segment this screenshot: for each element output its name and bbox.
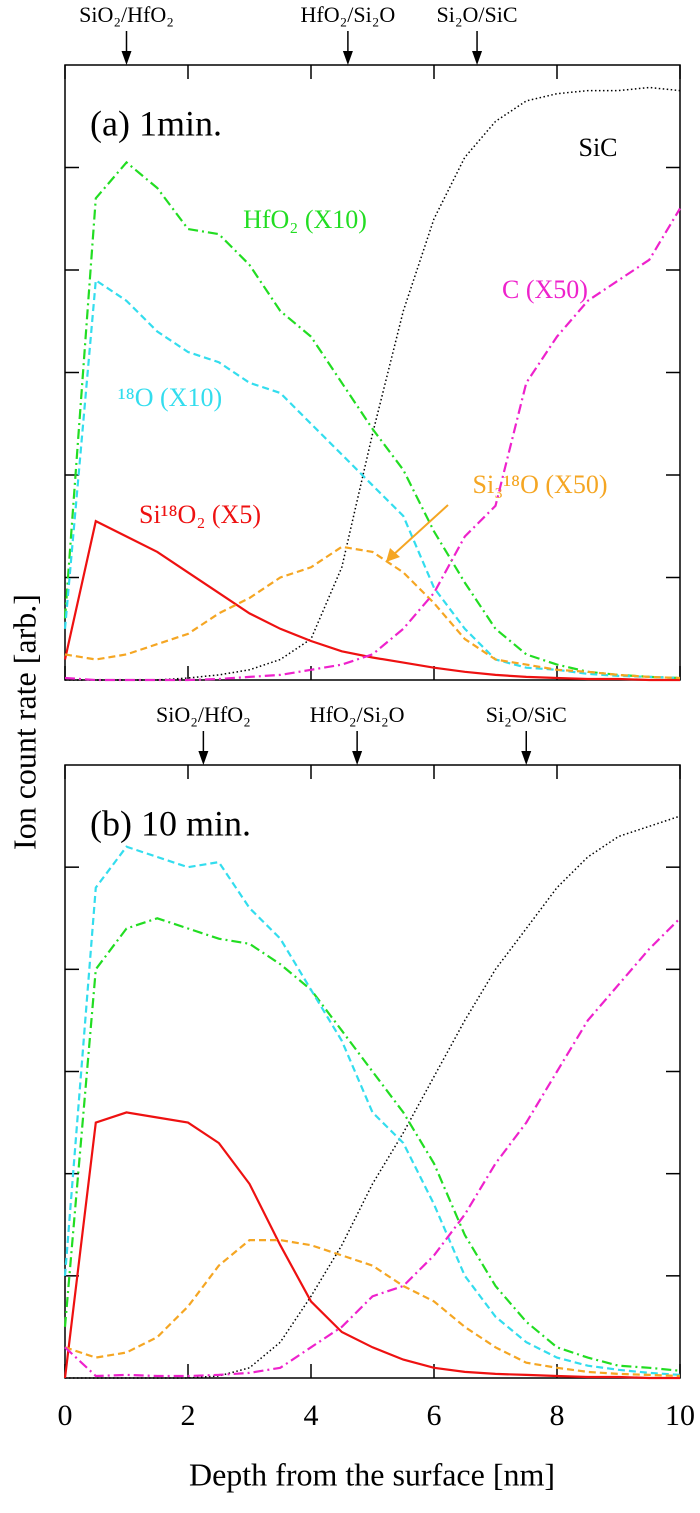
interface-label: SiO₂/HfO₂ — [156, 702, 251, 727]
series-label: HfO₂ (X10) — [243, 205, 367, 234]
arrow-head — [521, 751, 532, 765]
series-line — [63, 160, 681, 680]
interface-label: HfO₂/Si₂O — [310, 702, 405, 727]
x-tick-label: 2 — [181, 1399, 196, 1432]
arrow-head — [352, 751, 363, 765]
x-tick-label: 6 — [427, 1399, 442, 1432]
interface-label: Si₂O/SiC — [437, 2, 518, 27]
series-label: SiC — [578, 133, 617, 162]
arrow-head — [121, 51, 132, 65]
arrow-head — [342, 51, 353, 65]
arrow-head — [198, 751, 209, 765]
series-label: ¹⁸O (X10) — [118, 383, 222, 412]
series-line — [64, 545, 681, 680]
series-line — [63, 519, 680, 682]
y-axis-label: Ion count rate [arb.] — [6, 594, 42, 850]
series-line — [65, 86, 681, 681]
series-label: C (X50) — [502, 275, 588, 304]
panel-title: (b) 10 min. — [90, 803, 251, 843]
x-tick-label: 4 — [304, 1399, 319, 1432]
panel-title: (a) 1min. — [90, 103, 222, 143]
series-label: Si₃¹⁸O (X50) — [473, 470, 608, 499]
series-line — [64, 207, 681, 682]
arrow-head — [386, 548, 400, 562]
series-line — [64, 917, 681, 1378]
x-axis-label: Depth from the surface [nm] — [189, 1456, 555, 1492]
plot-frame — [64, 764, 681, 1379]
interface-label: HfO₂/Si₂O — [301, 2, 396, 27]
series-line — [63, 845, 681, 1376]
arrow-head — [472, 51, 483, 65]
series-label: Si¹⁸O₂ (X5) — [139, 500, 261, 529]
interface-label: SiO₂/HfO₂ — [79, 2, 174, 27]
series-line — [65, 815, 681, 1379]
x-tick-label: 0 — [58, 1399, 73, 1432]
x-tick-label: 10 — [665, 1399, 695, 1432]
series-line — [63, 917, 681, 1372]
interface-label: Si₂O/SiC — [486, 702, 567, 727]
series-line — [63, 1111, 680, 1380]
series-line — [64, 1239, 681, 1378]
label-arrow — [391, 504, 449, 557]
series-line — [63, 278, 681, 680]
x-tick-label: 8 — [550, 1399, 565, 1432]
